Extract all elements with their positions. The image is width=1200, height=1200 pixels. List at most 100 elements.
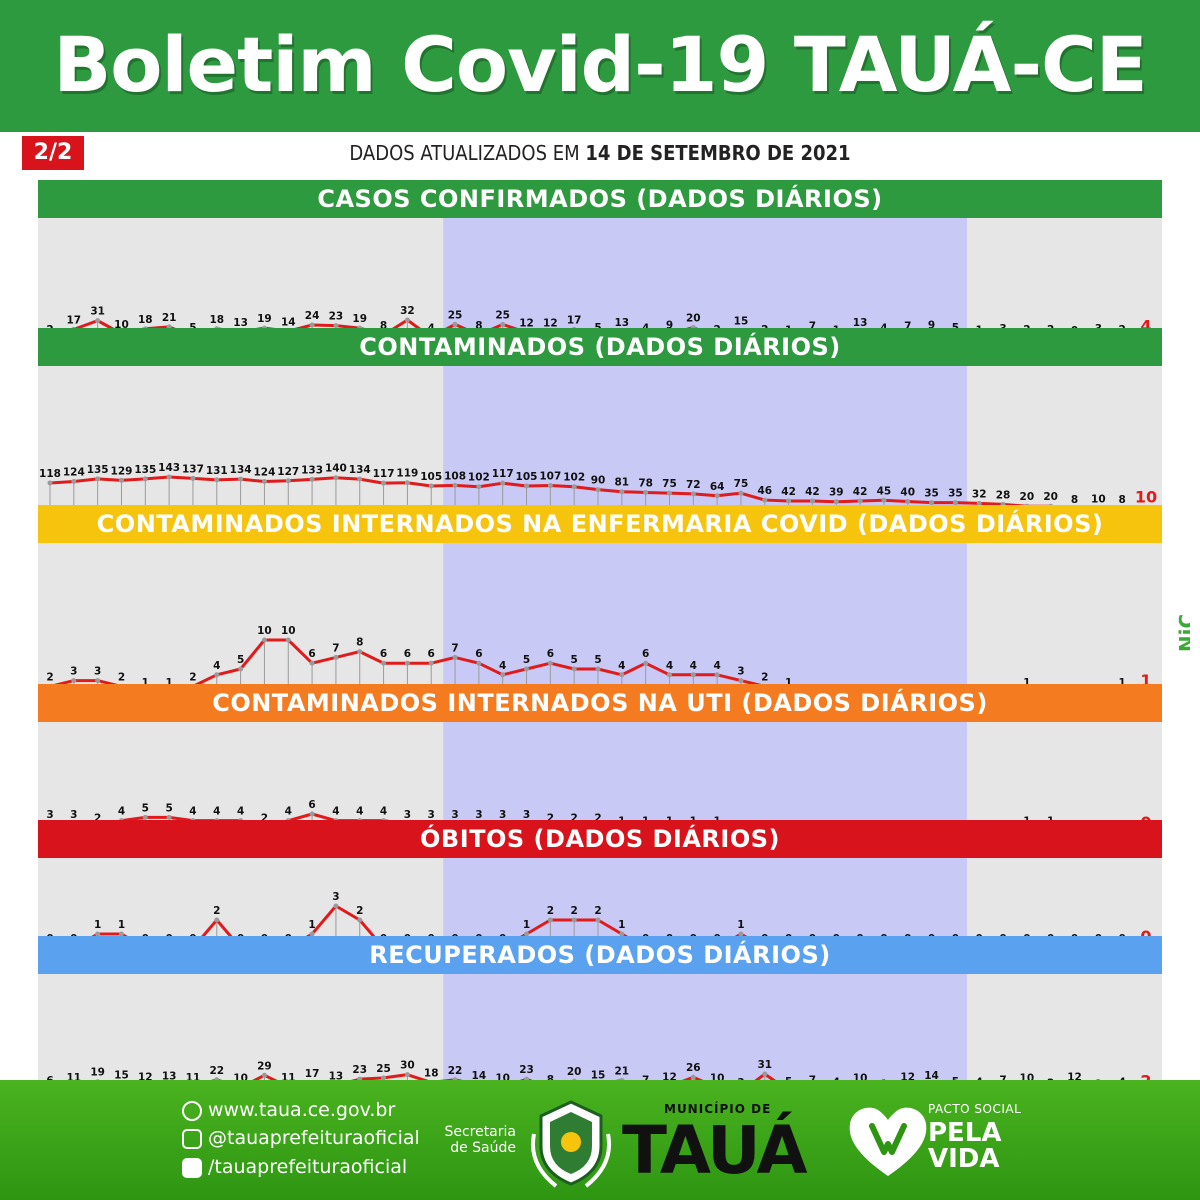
data-label: 2 [213,905,220,917]
data-label: 23 [519,1064,534,1076]
data-label: 1 [785,677,792,689]
data-point [381,1075,387,1081]
background-band [443,974,968,1100]
data-point [524,483,530,489]
background-band [967,218,1162,346]
data-point [619,931,625,937]
data-label: 19 [352,313,367,325]
data-label: 10 [1091,494,1106,506]
data-point [142,814,148,820]
data-point [809,498,815,504]
facebook-link[interactable]: /tauaprefeituraoficial [208,1156,408,1178]
data-label: 45 [877,485,892,497]
data-label: 4 [666,660,673,672]
instagram-link[interactable]: @tauaprefeituraoficial [208,1127,420,1149]
data-label: 133 [301,464,323,476]
data-label: 18 [138,314,153,326]
data-label: 17 [67,314,82,326]
data-point [357,476,363,482]
data-label: 102 [563,472,585,484]
data-label: 4 [213,660,220,672]
data-label: 30 [400,1060,415,1072]
data-label: 129 [111,465,133,477]
chart-plot: 208/07309/07312/07213/07114/07115/07216/… [38,543,1162,716]
data-label: 3 [523,809,530,821]
data-point [952,500,958,506]
data-point [190,475,196,481]
data-point [95,476,101,482]
data-label: 14 [924,1070,939,1082]
data-point [595,487,601,493]
data-label: 2 [261,812,268,824]
data-point [333,475,339,481]
data-label: 4 [189,806,196,818]
data-label: 124 [253,467,275,479]
data-point [524,666,530,672]
data-label: 31 [757,1059,772,1071]
data-label: 26 [686,1062,701,1074]
website-link[interactable]: www.taua.ce.gov.br [208,1099,396,1121]
nic-logo: NiC [1175,614,1190,652]
data-point [333,323,339,329]
data-label: 10 [281,625,296,637]
chart-title: CASOS CONFIRMADOS (DADOS DIÁRIOS) [38,180,1162,218]
data-label: 3 [499,809,506,821]
data-point [571,484,577,490]
data-point [547,483,553,489]
data-label: 4 [285,806,292,818]
data-point [166,474,172,480]
data-label: 8 [1119,494,1126,506]
data-label: 5 [142,802,149,814]
data-point [118,931,124,937]
page-title: Boletim Covid-19 TAUÁ-CE [53,20,1147,109]
data-label: 4 [118,806,125,818]
data-label: 2 [594,905,601,917]
svg-text:NiC: NiC [1175,614,1190,652]
data-label: 4 [713,660,720,672]
data-label: 5 [952,322,959,334]
data-label: 3 [404,809,411,821]
data-point [357,649,363,655]
data-label: 4 [618,660,625,672]
background-band [967,366,1162,517]
data-label: 9 [666,319,673,331]
data-label: 131 [206,465,228,477]
data-label: 9 [928,319,935,331]
data-point [976,500,982,506]
data-point [381,660,387,666]
data-label: 1 [523,919,530,931]
data-label: 5 [523,654,530,666]
data-point [261,637,267,643]
data-point [118,477,124,483]
data-point [881,497,887,503]
data-label: 39 [829,487,844,499]
data-label: 13 [853,317,868,329]
data-label: 21 [162,312,177,324]
data-label: 108 [444,470,466,482]
data-point [738,678,744,684]
data-label: 2 [761,671,768,683]
secretaria-line1: Secretaria [444,1124,516,1140]
data-label: 20 [686,313,701,325]
data-label: 6 [428,648,435,660]
data-point [309,322,315,328]
background-band [443,366,968,517]
data-label: 22 [448,1065,463,1077]
data-label: 5 [165,802,172,814]
background-band [967,543,1162,704]
coat-of-arms-icon [531,1100,611,1188]
data-label: 127 [277,466,299,478]
data-label: 2 [46,671,53,683]
data-label: 29 [257,1060,272,1072]
data-label: 15 [114,1069,129,1081]
data-label: 5 [594,322,601,334]
data-label: 1 [118,919,125,931]
municipio-label: MUNICÍPIO DE [664,1102,772,1116]
data-point [762,1071,768,1077]
data-label: 2 [594,812,601,824]
data-label: 19 [90,1067,105,1079]
background-band [443,543,968,704]
heart-logo-icon [849,1107,927,1176]
data-label: 4 [213,806,220,818]
data-label: 20 [567,1066,582,1078]
